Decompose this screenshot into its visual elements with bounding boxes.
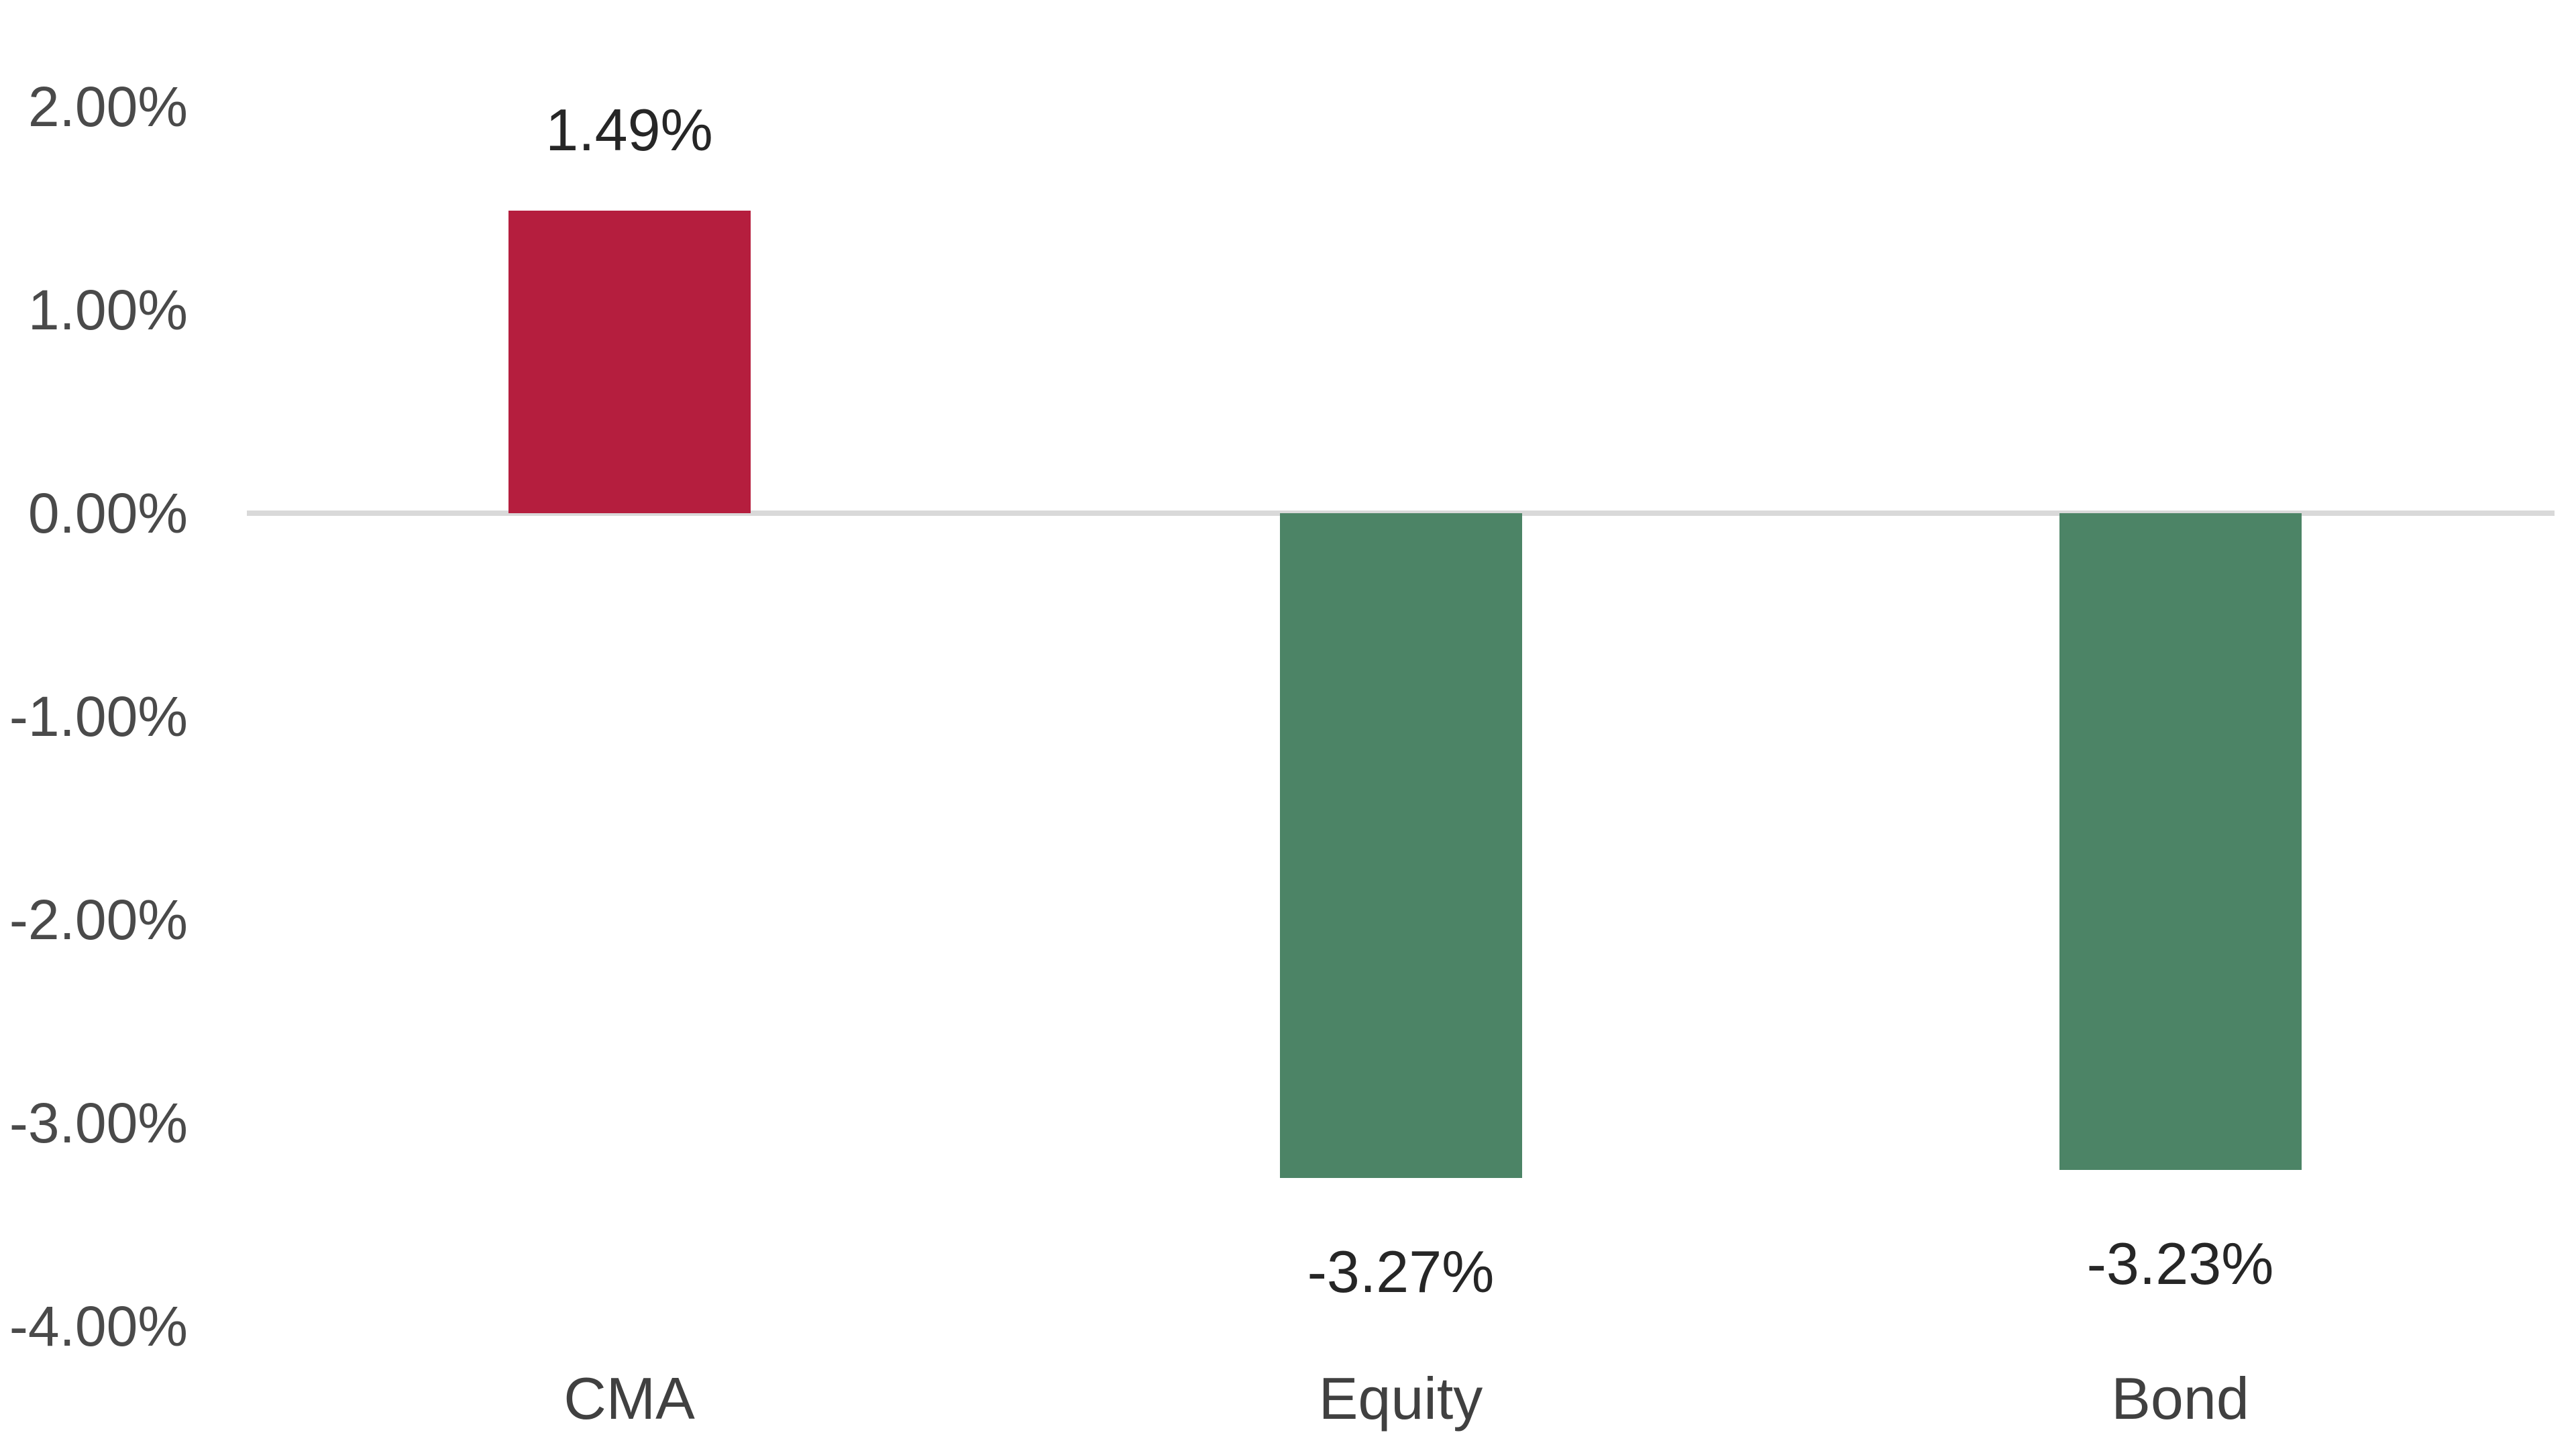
category-label-bond: Bond bbox=[2111, 1365, 2249, 1432]
bar-value-label: -3.27% bbox=[1307, 1238, 1495, 1305]
category-label-equity: Equity bbox=[1318, 1365, 1483, 1432]
bar-value-label: -3.23% bbox=[2086, 1230, 2274, 1297]
y-tick-label: 2.00% bbox=[28, 75, 188, 138]
bar-cma bbox=[508, 210, 751, 513]
y-tick-label: -3.00% bbox=[9, 1091, 188, 1155]
y-tick-label: 1.00% bbox=[28, 278, 188, 341]
y-tick-label: 0.00% bbox=[28, 482, 188, 545]
y-tick-label: -1.00% bbox=[9, 685, 188, 748]
category-label-cma: CMA bbox=[564, 1365, 695, 1432]
bar-bond bbox=[2059, 513, 2302, 1170]
bar-value-label: 1.49% bbox=[545, 96, 713, 163]
y-tick-label: -4.00% bbox=[9, 1295, 188, 1358]
y-tick-label: -2.00% bbox=[9, 888, 188, 951]
bar-equity bbox=[1279, 513, 1522, 1178]
